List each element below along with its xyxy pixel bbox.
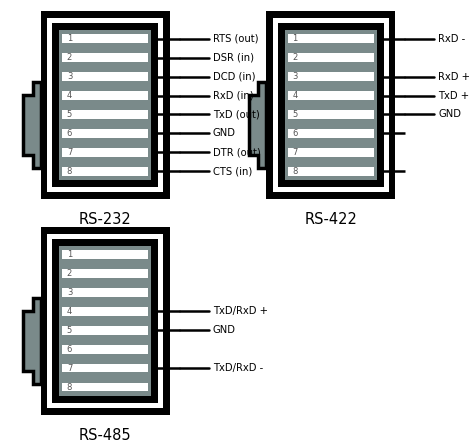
Bar bbox=[62, 91, 148, 100]
Text: CTS (in): CTS (in) bbox=[213, 166, 252, 176]
Bar bbox=[62, 129, 148, 138]
Bar bbox=[41, 11, 170, 199]
Bar bbox=[62, 35, 148, 43]
Text: 5: 5 bbox=[67, 110, 72, 119]
Text: 8: 8 bbox=[292, 167, 298, 176]
Text: 1: 1 bbox=[292, 34, 298, 43]
Bar bbox=[288, 72, 374, 81]
Text: TxD +: TxD + bbox=[438, 91, 469, 100]
Bar bbox=[41, 227, 170, 415]
Bar bbox=[266, 11, 395, 199]
Text: DTR (out): DTR (out) bbox=[213, 147, 260, 157]
Bar bbox=[288, 110, 374, 119]
Bar bbox=[288, 167, 374, 175]
Polygon shape bbox=[23, 83, 41, 168]
Bar bbox=[62, 269, 148, 278]
Text: DCD (in): DCD (in) bbox=[213, 71, 255, 82]
Text: 8: 8 bbox=[67, 383, 72, 392]
Text: TxD (out): TxD (out) bbox=[213, 110, 259, 119]
Text: 7: 7 bbox=[67, 364, 72, 373]
Bar bbox=[47, 18, 163, 192]
Bar bbox=[52, 239, 158, 403]
Bar bbox=[62, 167, 148, 175]
Bar bbox=[288, 35, 374, 43]
Bar bbox=[62, 288, 148, 297]
Text: GND: GND bbox=[213, 325, 236, 335]
Text: 4: 4 bbox=[67, 91, 72, 100]
Bar bbox=[288, 148, 374, 157]
Text: TxD/RxD +: TxD/RxD + bbox=[213, 306, 268, 317]
Text: 1: 1 bbox=[67, 34, 72, 43]
Bar bbox=[62, 72, 148, 81]
Polygon shape bbox=[249, 83, 266, 168]
Bar bbox=[52, 23, 158, 187]
Text: TxD/RxD -: TxD/RxD - bbox=[213, 363, 263, 373]
Text: 2: 2 bbox=[292, 53, 298, 62]
Bar bbox=[62, 326, 148, 335]
Text: RxD (in): RxD (in) bbox=[213, 91, 253, 100]
Bar bbox=[288, 129, 374, 138]
Text: 6: 6 bbox=[292, 129, 298, 138]
Text: 7: 7 bbox=[292, 148, 298, 157]
Bar bbox=[62, 110, 148, 119]
Bar bbox=[62, 53, 148, 62]
Text: DSR (in): DSR (in) bbox=[213, 53, 254, 63]
Text: 4: 4 bbox=[67, 307, 72, 316]
Bar bbox=[59, 30, 151, 180]
Bar bbox=[284, 30, 377, 180]
Text: 3: 3 bbox=[67, 288, 72, 297]
Text: 6: 6 bbox=[67, 345, 72, 354]
Text: 8: 8 bbox=[67, 167, 72, 176]
Bar bbox=[62, 250, 148, 259]
Bar bbox=[278, 23, 384, 187]
Bar bbox=[62, 383, 148, 392]
Bar bbox=[288, 53, 374, 62]
Text: RS-232: RS-232 bbox=[79, 212, 132, 227]
Bar bbox=[62, 307, 148, 316]
Text: GND: GND bbox=[438, 110, 461, 119]
Text: 5: 5 bbox=[292, 110, 298, 119]
Text: RxD -: RxD - bbox=[438, 34, 465, 44]
Bar bbox=[62, 364, 148, 373]
Text: RS-422: RS-422 bbox=[304, 212, 357, 227]
Text: RTS (out): RTS (out) bbox=[213, 34, 258, 44]
Text: 7: 7 bbox=[67, 148, 72, 157]
Text: 5: 5 bbox=[67, 326, 72, 335]
Bar bbox=[62, 148, 148, 157]
Text: 6: 6 bbox=[67, 129, 72, 138]
Bar bbox=[288, 91, 374, 100]
Bar bbox=[273, 18, 389, 192]
Text: 1: 1 bbox=[67, 250, 72, 259]
Text: GND: GND bbox=[213, 128, 236, 139]
Text: 2: 2 bbox=[67, 269, 72, 278]
Bar bbox=[62, 345, 148, 353]
Polygon shape bbox=[23, 298, 41, 384]
Text: RS-485: RS-485 bbox=[79, 428, 131, 443]
Text: 4: 4 bbox=[292, 91, 298, 100]
Text: 2: 2 bbox=[67, 53, 72, 62]
Bar bbox=[47, 234, 163, 408]
Text: RxD +: RxD + bbox=[438, 71, 470, 82]
Text: 3: 3 bbox=[292, 72, 298, 81]
Bar bbox=[59, 246, 151, 396]
Text: 3: 3 bbox=[67, 72, 72, 81]
